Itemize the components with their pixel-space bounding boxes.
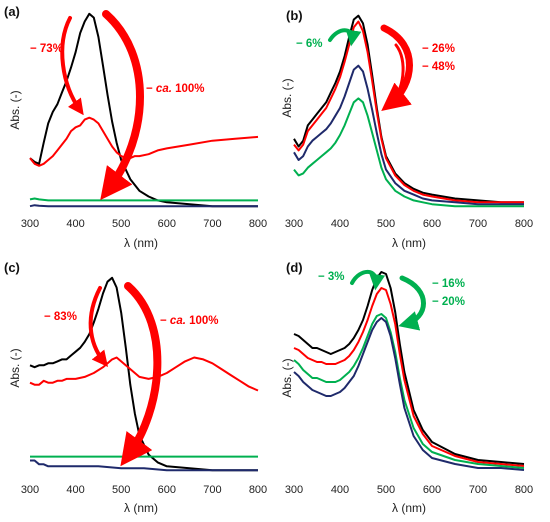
series-line-c-3 — [30, 459, 258, 472]
xtick-label-c-1: 400 — [66, 484, 84, 496]
xtick-label-a-5: 800 — [249, 218, 267, 230]
xlabel-c: λ (nm) — [124, 501, 158, 515]
xticks-b: 300 400 500 600 700 800 — [285, 218, 533, 230]
arrow-b-1 — [328, 28, 362, 47]
arrow-d-2 — [398, 275, 426, 331]
arrow-a-1 — [60, 16, 84, 116]
arrows-b — [328, 24, 413, 111]
xlabel-a: λ (nm) — [124, 236, 158, 250]
ylabel-a: Abs. (-) — [8, 90, 22, 129]
series-line-b-0 — [293, 14, 524, 204]
panel-label-b: (b) — [286, 8, 303, 23]
xtick-label-d-4: 700 — [469, 484, 487, 496]
series-group-b — [293, 14, 524, 208]
xtick-label-d-5: 800 — [515, 484, 533, 496]
arrows-a — [60, 10, 144, 201]
panel-c: (c) Abs. (-) λ (nm) 300 400 500 600 700 800 −… — [4, 260, 267, 515]
xtick-label-d-2: 500 — [377, 484, 395, 496]
xtick-label-c-0: 300 — [21, 484, 39, 496]
series-line-d-2 — [293, 313, 525, 469]
ylabel-d: Abs. (-) — [280, 358, 294, 397]
panel-label-d: (d) — [286, 260, 303, 275]
panel-a: (a) Abs. (-) λ (nm) 300 400 500 600 700 800 −… — [4, 4, 267, 250]
arrow-d-1 — [350, 269, 386, 291]
ylabel-c: Abs. (-) — [8, 348, 22, 387]
annotation-b-3: − 48% — [422, 61, 455, 73]
arrow-a-2 — [100, 10, 144, 201]
xlabel-b: λ (nm) — [392, 236, 426, 250]
series-line-c-0 — [29, 276, 258, 472]
arrow-b-3 — [388, 43, 405, 106]
annotation-c-2-text: − — [160, 315, 170, 327]
series-line-b-3 — [293, 97, 524, 208]
annotation-a-1: − 73% — [30, 43, 63, 55]
series-line-b-1 — [293, 20, 524, 204]
series-group-c — [29, 276, 259, 472]
xtick-label-d-0: 300 — [285, 484, 303, 496]
panel-d: (d) Abs. (-) λ (nm) 300 400 500 600 700 800 −… — [280, 260, 533, 515]
arrow-c-1 — [88, 286, 108, 367]
panel-b: (b) Abs. (-) λ (nm) 300 400 500 600 700 800 −… — [280, 8, 533, 250]
xticks-d: 300 400 500 600 700 800 — [285, 484, 533, 496]
xtick-label-b-4: 700 — [469, 218, 487, 230]
xtick-label-b-5: 800 — [515, 218, 533, 230]
panel-label-c: (c) — [4, 260, 20, 275]
xtick-label-c-5: 800 — [249, 484, 267, 496]
series-group-d — [293, 271, 525, 471]
xtick-label-c-4: 700 — [203, 484, 221, 496]
arrow-c-2 — [120, 282, 162, 467]
series-group-a — [29, 12, 259, 208]
xtick-label-a-1: 400 — [66, 218, 84, 230]
annotation-b-1: − 6% — [296, 38, 323, 50]
xtick-label-b-3: 600 — [423, 218, 441, 230]
xtick-label-b-2: 500 — [377, 218, 395, 230]
annotation-c-1: − 83% — [44, 311, 77, 323]
arrows-c — [88, 282, 162, 467]
xtick-label-d-3: 600 — [423, 484, 441, 496]
arrows-d — [350, 269, 426, 331]
series-line-d-1 — [293, 287, 525, 467]
series-line-a-3 — [29, 204, 258, 208]
xtick-label-c-3: 600 — [158, 484, 176, 496]
series-line-b-2 — [293, 64, 524, 206]
xticks-c: 300 400 500 600 700 800 — [21, 484, 267, 496]
series-line-c-1 — [29, 356, 259, 392]
xtick-label-b-1: 400 — [331, 218, 349, 230]
xlabel-d: λ (nm) — [392, 501, 426, 515]
xtick-label-a-0: 300 — [21, 218, 39, 230]
annotation-d-3: − 20% — [432, 296, 465, 308]
xtick-label-a-3: 600 — [158, 218, 176, 230]
xtick-label-c-2: 500 — [112, 484, 130, 496]
xtick-label-d-1: 400 — [331, 484, 349, 496]
panel-label-a: (a) — [4, 4, 20, 19]
annotation-c-2: − ca. 100% — [160, 315, 219, 327]
annotation-b-2: − 26% — [422, 43, 455, 55]
series-line-a-2 — [29, 197, 258, 202]
series-line-d-0 — [293, 271, 525, 465]
annotation-a-2: − ca. 100% — [146, 83, 205, 95]
xtick-label-a-2: 500 — [112, 218, 130, 230]
xtick-label-b-0: 300 — [285, 218, 303, 230]
annotation-d-1: − 3% — [318, 271, 345, 283]
series-line-d-3 — [293, 317, 525, 471]
xtick-label-a-4: 700 — [203, 218, 221, 230]
annotation-a-2-text: − — [146, 83, 156, 95]
annotation-d-2: − 16% — [432, 278, 465, 290]
ylabel-b: Abs. (-) — [280, 78, 294, 117]
series-line-a-1 — [29, 116, 259, 167]
xticks-a: 300 400 500 600 700 800 — [21, 218, 267, 230]
